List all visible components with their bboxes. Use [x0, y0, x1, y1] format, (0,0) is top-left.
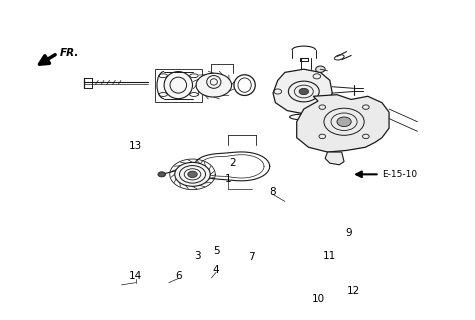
Circle shape — [299, 88, 309, 95]
Text: 8: 8 — [270, 187, 276, 197]
Text: 14: 14 — [129, 271, 142, 281]
Text: 3: 3 — [194, 251, 200, 260]
Text: 6: 6 — [175, 271, 181, 281]
Polygon shape — [325, 152, 344, 165]
Circle shape — [316, 66, 325, 72]
Text: 5: 5 — [213, 246, 219, 256]
Text: 11: 11 — [323, 251, 336, 260]
Text: 2: 2 — [229, 158, 236, 168]
Circle shape — [188, 171, 197, 178]
Text: FR.: FR. — [60, 48, 79, 58]
Circle shape — [337, 117, 351, 126]
Text: 12: 12 — [347, 286, 360, 296]
Text: E-15-10: E-15-10 — [382, 170, 417, 179]
Ellipse shape — [175, 162, 210, 186]
Text: 10: 10 — [312, 293, 324, 304]
Ellipse shape — [164, 72, 192, 99]
Polygon shape — [297, 95, 389, 152]
Text: 13: 13 — [129, 141, 142, 151]
Text: 4: 4 — [213, 265, 219, 275]
Text: 1: 1 — [225, 174, 231, 184]
Ellipse shape — [196, 73, 232, 97]
Text: 7: 7 — [248, 252, 255, 262]
Circle shape — [158, 172, 165, 177]
Text: 9: 9 — [345, 228, 352, 238]
Polygon shape — [273, 69, 332, 114]
